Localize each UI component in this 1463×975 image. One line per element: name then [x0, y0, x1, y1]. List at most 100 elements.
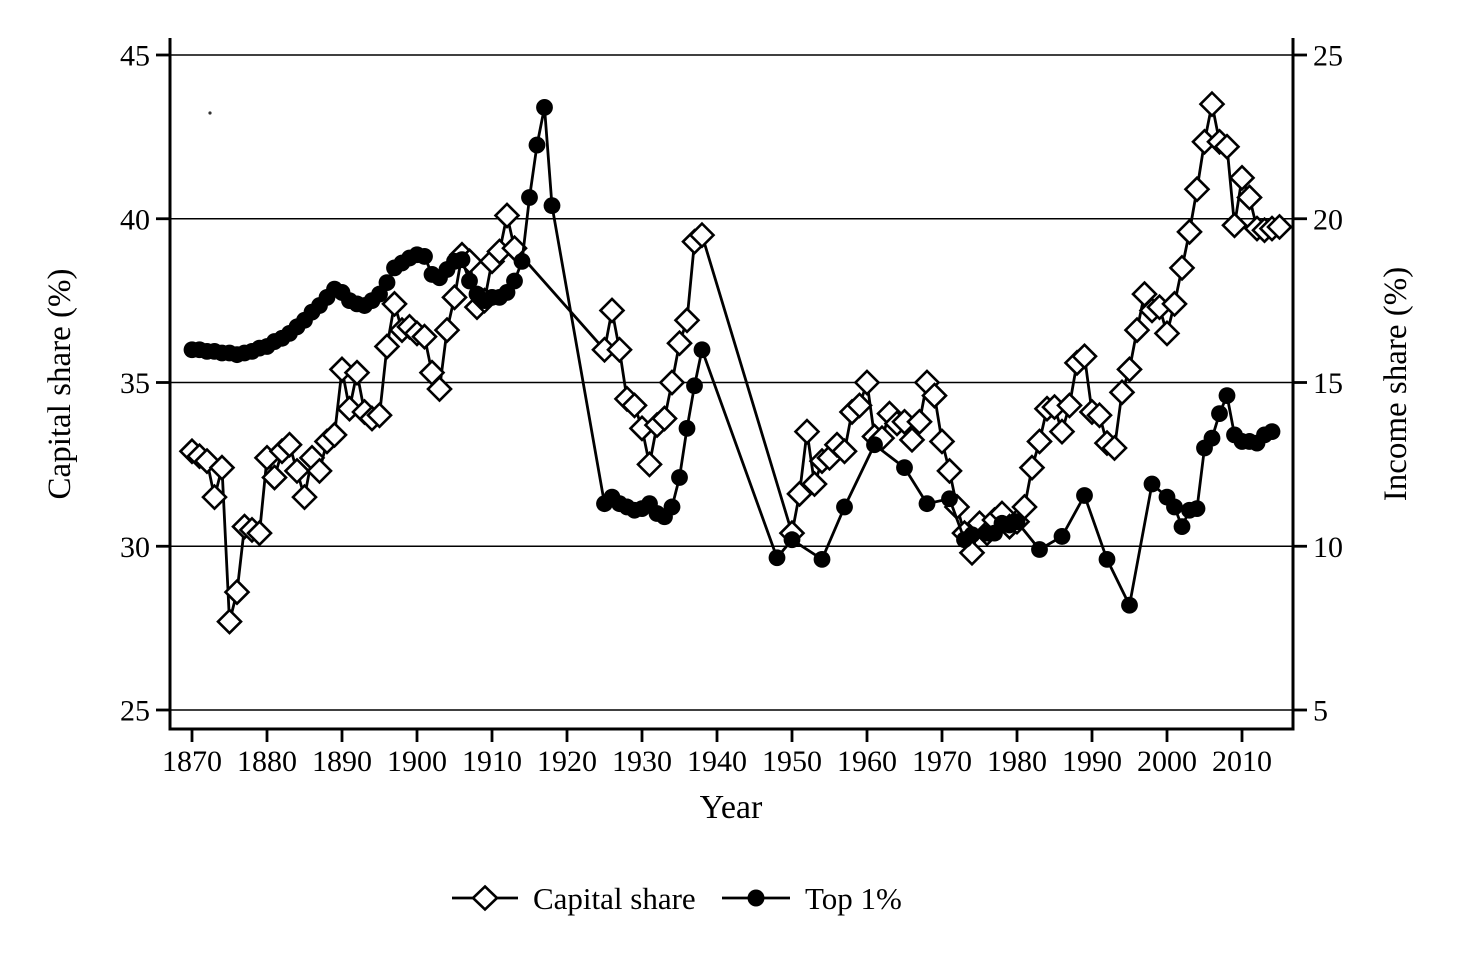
top1-point: [1008, 513, 1026, 531]
right-tick-label: 5: [1313, 695, 1328, 728]
x-tick-label: 1890: [312, 745, 372, 778]
right-tick-label: 15: [1313, 367, 1343, 400]
capital-share-point: [321, 421, 348, 449]
top1-point: [1053, 528, 1071, 545]
capital-share-point: [276, 431, 303, 459]
left-tick-label: 30: [120, 531, 150, 564]
x-tick-label: 2000: [1137, 745, 1197, 778]
diamond-marker-icon: [471, 884, 499, 912]
top1-point: [521, 189, 538, 206]
capital-share-point: [1086, 401, 1113, 429]
capital-share-point: [493, 202, 521, 229]
capital-share-point: [426, 375, 453, 403]
capital-share-point: [343, 359, 371, 387]
capital-share-point: [246, 519, 273, 547]
left-tick-label: 45: [120, 40, 150, 73]
legend-item-top1: Top 1%: [722, 881, 902, 916]
capital-share-point: [621, 392, 648, 419]
capital-share-point: [921, 382, 948, 409]
top1-point: [1263, 423, 1281, 441]
top1-point: [813, 550, 831, 568]
capital-share-point: [688, 221, 716, 249]
capital-share-point: [936, 457, 963, 485]
top1-point: [1218, 387, 1236, 404]
capital-share-point: [1198, 90, 1226, 118]
x-tick-label: 1940: [687, 745, 747, 778]
top1-point: [1076, 487, 1093, 504]
top1-point: [783, 531, 801, 549]
capital-share-point: [673, 306, 701, 334]
x-axis-title: Year: [700, 789, 763, 826]
top1-line: [192, 107, 1273, 610]
top1-point: [1166, 498, 1183, 516]
top1-point: [686, 377, 703, 395]
capital-share-point: [1161, 290, 1188, 318]
capital-share-point: [1183, 175, 1211, 203]
top1-point: [416, 248, 433, 265]
capital-share-point: [846, 392, 873, 419]
top1-point: [866, 436, 883, 454]
capital-share-point: [1018, 454, 1046, 481]
capital-share-point: [928, 428, 956, 455]
capital-share-point: [1221, 211, 1248, 239]
capital-share-point: [636, 451, 663, 478]
capital-share-point: [1026, 428, 1053, 455]
top1-point: [461, 272, 478, 290]
capital-share-point: [216, 608, 243, 635]
capital-share-point: [373, 333, 401, 360]
capital-share-point: [1153, 320, 1181, 347]
left-tick-label: 25: [120, 695, 150, 728]
top1-point: [1098, 550, 1116, 568]
x-tick-label: 1910: [462, 745, 522, 778]
top1-point: [513, 252, 531, 270]
x-tick-label: 1970: [912, 745, 972, 778]
capital-share-point: [1228, 164, 1256, 192]
capital-share-point: [1123, 316, 1151, 344]
top1-point: [896, 459, 913, 477]
legend-label-capital-share: Capital share: [533, 881, 696, 916]
capital-share-point: [1048, 418, 1076, 445]
capital-share-point: [433, 316, 461, 344]
top1-point: [768, 549, 786, 567]
x-tick-label: 1950: [762, 745, 822, 778]
capital-share-point: [223, 578, 251, 606]
top1-point: [528, 136, 546, 154]
capital-share-point: [831, 437, 858, 465]
capital-share-point: [208, 454, 236, 481]
capital-share-point: [291, 483, 318, 511]
right-y-axis-title: Income share (%): [1378, 267, 1414, 502]
capital-share-point: [1176, 218, 1203, 246]
left-y-axis-title: Capital share (%): [42, 269, 78, 500]
capital-share-point: [658, 369, 686, 396]
circle-marker-icon: [747, 889, 765, 907]
top1-point: [1143, 475, 1161, 493]
capital-share-point: [598, 297, 626, 324]
top1-point: [663, 498, 681, 516]
top1-point: [453, 251, 471, 269]
x-tick-label: 1870: [162, 745, 222, 778]
capital-share-point: [283, 457, 311, 485]
capital-share-point: [906, 408, 933, 436]
top1-point: [378, 274, 396, 292]
capital-share-point: [793, 418, 821, 445]
capital-share-point: [201, 483, 228, 511]
capital-share-point: [366, 401, 393, 429]
capital-share-point: [381, 290, 408, 318]
capital-share-point: [411, 323, 438, 350]
top1-point: [963, 526, 981, 544]
top1-point: [836, 498, 853, 516]
capital-share-point: [606, 336, 633, 364]
capital-share-point: [1071, 342, 1098, 370]
capital-share-point: [1236, 184, 1263, 211]
capital-share-point: [801, 470, 828, 498]
capital-share-point: [666, 329, 693, 357]
left-tick-label: 40: [120, 203, 150, 236]
capital-share-point: [441, 284, 468, 311]
top1-point: [1173, 518, 1191, 535]
plot-series: [178, 90, 1293, 635]
capital-share-point: [853, 369, 881, 396]
x-tick-label: 1920: [537, 745, 597, 778]
top1-point: [1188, 500, 1206, 517]
top1-point: [671, 469, 688, 486]
